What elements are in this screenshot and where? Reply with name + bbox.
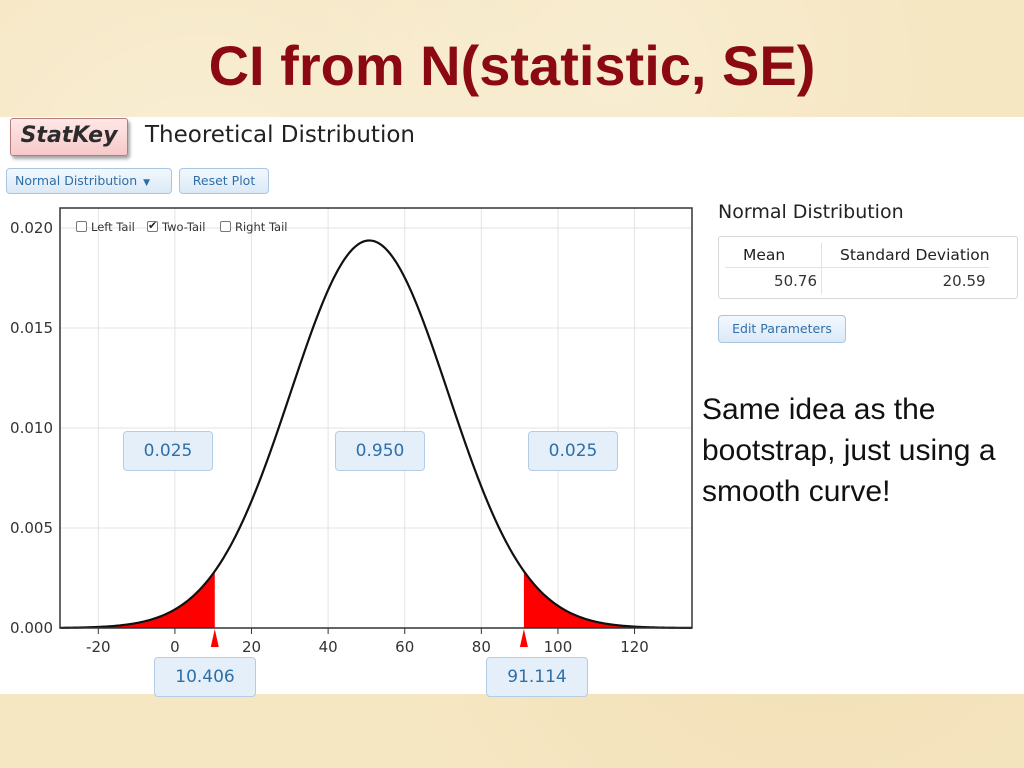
right-tail-option[interactable]: Right Tail [220,220,288,234]
left-tail-option[interactable]: Left Tail [76,220,135,234]
x-tick-label: -20 [86,638,111,656]
sd-value: 20.59 [942,272,986,290]
y-tick-label: 0.010 [10,419,53,437]
two-tail-option[interactable]: Two-Tail [147,219,206,234]
x-axis-ticks: -20 0 20 40 60 80 100 120 [86,628,649,656]
slide-title: CI from N(statistic, SE) [208,34,816,97]
y-tick-label: 0.015 [10,319,53,337]
statkey-panel: StatKey Theoretical Distribution Normal … [0,117,1024,697]
mean-value: 50.76 [725,267,822,294]
mean-header: Mean [725,243,822,268]
y-tick-label: 0.005 [10,519,53,537]
right-tail-probability[interactable]: 0.025 [528,431,618,471]
right-tail-checkbox[interactable] [220,221,231,232]
distribution-dropdown-label: Normal Distribution [15,173,138,188]
parameters-heading: Normal Distribution [718,201,904,223]
x-tick-label: 120 [620,638,649,656]
sd-header: Standard Deviation [821,243,990,268]
upper-cutoff-marker[interactable] [519,629,528,647]
left-tail-probability[interactable]: 0.025 [123,431,213,471]
left-tail-area [60,571,215,628]
app-title: Theoretical Distribution [145,122,415,148]
side-note: Same idea as the bootstrap, just using a… [702,393,996,508]
density-curve [59,239,693,630]
lower-cutoff-value[interactable]: 10.406 [154,657,256,697]
statkey-logo[interactable]: StatKey [10,118,128,156]
x-tick-label: 0 [170,638,180,656]
middle-probability[interactable]: 0.950 [335,431,425,471]
two-tail-label: Two-Tail [162,220,206,234]
two-tail-checkbox[interactable] [147,219,158,233]
plot-frame [59,207,693,629]
reset-plot-button[interactable]: Reset Plot [179,168,269,194]
right-tail-label: Right Tail [235,220,288,234]
lower-cutoff-marker[interactable] [210,629,219,647]
upper-cutoff-value[interactable]: 91.114 [486,657,588,697]
x-tick-label: 60 [395,638,414,656]
x-tick-label: 40 [319,638,338,656]
left-tail-label: Left Tail [91,220,135,234]
distribution-dropdown[interactable]: Normal Distribution ▼ [6,168,172,194]
distribution-chart: -20 0 20 40 60 80 100 120 0.0000.0050.0100.0150… [10,207,693,656]
right-tail-area [523,571,692,628]
y-axis-ticks: 0.000 0.005 0.010 0.015 0.020 [10,219,53,637]
x-tick-label: 80 [472,638,491,656]
parameters-table: Mean Standard Deviation 50.76 20.59 [718,236,1018,299]
y-tick-label: 0.000 [10,619,53,637]
caret-down-icon: ▼ [143,178,151,188]
left-tail-checkbox[interactable] [76,221,87,232]
chart-grid [60,208,692,629]
edit-parameters-button[interactable]: Edit Parameters [718,315,846,343]
y-tick-label: 0.020 [10,219,53,237]
x-tick-label: 20 [242,638,261,656]
x-tick-label: 100 [544,638,573,656]
